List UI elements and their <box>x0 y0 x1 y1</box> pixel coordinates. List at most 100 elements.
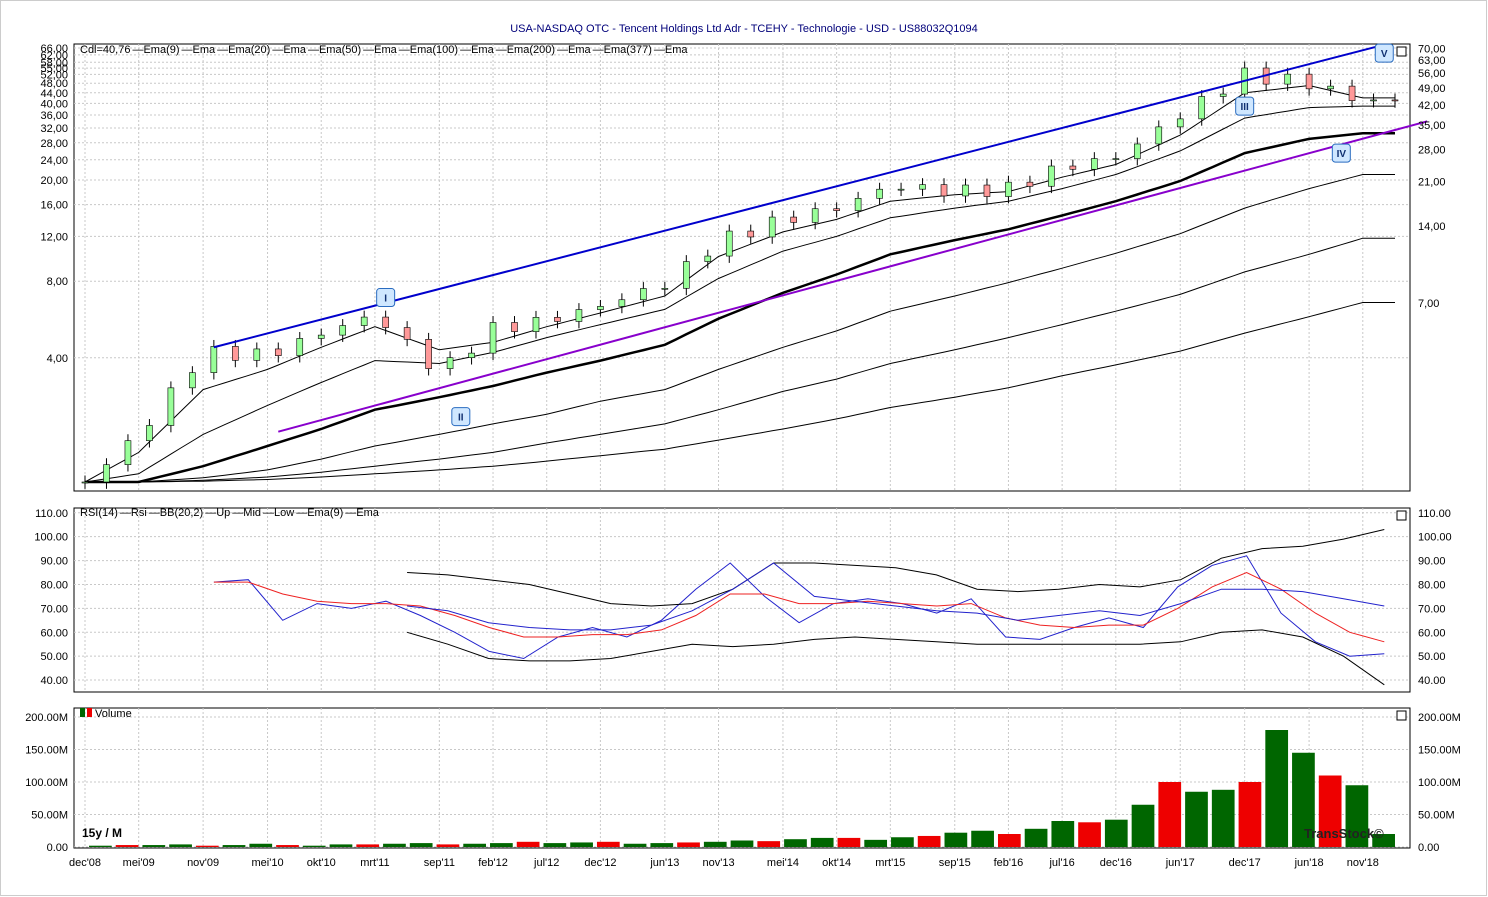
candle-down <box>382 316 389 328</box>
volume-legend: Volume <box>80 708 134 720</box>
candle-up <box>897 188 905 191</box>
volume-bar <box>917 835 941 847</box>
candle-up <box>210 346 218 373</box>
volume-bar <box>409 843 433 847</box>
candle-down <box>833 208 840 211</box>
price-left-tick-label: 44,00 <box>40 88 68 100</box>
candle-up <box>683 261 690 289</box>
rsi-left-tick-label: 50.00 <box>40 651 68 663</box>
volume-bar <box>997 834 1021 847</box>
price-legend-item: —Ema(50) <box>307 44 362 56</box>
x-tick-label: nov'13 <box>702 857 734 869</box>
volume-bar <box>971 830 994 847</box>
price-legend-item: —Ema(200) <box>495 44 555 56</box>
rsi-line-mid <box>407 562 1385 631</box>
volume-bar <box>757 841 781 847</box>
rsi-line-ema <box>213 571 1385 643</box>
candle-up <box>360 316 368 326</box>
volume-bar <box>142 845 166 847</box>
ema-line <box>85 302 1395 483</box>
candle-up <box>1155 126 1163 145</box>
x-tick-label: jul'12 <box>533 857 559 869</box>
price-left-tick-label: 24,00 <box>40 155 68 167</box>
volume-bar <box>1051 821 1075 847</box>
candle-up <box>446 357 454 369</box>
candle-up <box>876 188 883 199</box>
candle-up <box>618 299 626 307</box>
close-icon <box>1396 710 1407 721</box>
wave-label-box <box>376 288 396 308</box>
x-tick-label: jun'13 <box>649 857 679 869</box>
volume-right-tick-label: 50.00M <box>1418 810 1455 822</box>
candle-down <box>790 216 797 223</box>
candle-up <box>189 372 196 389</box>
volume-bar <box>1024 828 1048 847</box>
candle-up <box>81 481 89 484</box>
candle-up <box>725 230 733 257</box>
volume-bar <box>516 841 540 847</box>
price-legend-item: —Ema <box>363 44 397 56</box>
volume-bar <box>677 842 700 847</box>
rsi-legend-item: RSI(14) <box>80 507 118 519</box>
rsi-left-tick-label: 80.00 <box>40 579 68 591</box>
volume-left-tick-label: 150.00M <box>25 745 68 757</box>
period-label: 15y / M <box>82 826 123 840</box>
volume-bar <box>1131 804 1155 847</box>
price-legend: Cdl=40,76 —Ema(9) —Ema —Ema(20) —Ema —Ema(50)… <box>80 44 690 56</box>
x-tick-label: mei'09 <box>123 857 155 869</box>
volume-right-tick-label: 150.00M <box>1418 745 1461 757</box>
candle-up <box>768 216 776 238</box>
wave-label: V <box>1381 49 1388 60</box>
rsi-legend-item: —Up <box>205 507 231 519</box>
volume-bar <box>276 845 299 847</box>
volume-bar <box>1318 775 1342 847</box>
volume-bar <box>784 839 807 847</box>
x-tick-label: nov'09 <box>187 857 219 869</box>
price-right-tick-label: 14,00 <box>1418 221 1446 233</box>
x-tick-label: mei'14 <box>767 857 799 869</box>
candle-down <box>747 230 755 238</box>
trendline-upper <box>213 43 1385 349</box>
candle-up <box>1048 165 1055 187</box>
volume-bar <box>891 837 914 847</box>
rsi-right-tick-label: 110.00 <box>1418 508 1451 520</box>
volume-bar <box>1185 791 1208 847</box>
volume-bar <box>570 842 593 847</box>
price-legend-item: —Ema <box>557 44 591 56</box>
rsi-right-tick-label: 60.00 <box>1418 627 1446 639</box>
candle-down <box>1305 73 1313 90</box>
candle-down <box>983 184 991 197</box>
price-right-tick-label: 42,00 <box>1418 100 1446 112</box>
candle-up <box>640 288 647 301</box>
volume-bar <box>436 844 460 847</box>
candle-down <box>274 348 282 356</box>
volume-bar <box>115 845 139 847</box>
volume-bar <box>383 843 406 847</box>
volume-bar <box>356 844 380 847</box>
chart-title: USA-NASDAQ OTC - Tencent Holdings Ltd Ad… <box>510 23 978 35</box>
price-left-tick-label: 52,00 <box>40 69 68 81</box>
ema-line <box>85 132 1395 484</box>
x-tick-label: sep'11 <box>424 857 455 869</box>
candle-down <box>1069 165 1077 170</box>
price-left-tick-label: 28,00 <box>40 138 68 150</box>
volume-legend-label: Volume <box>95 708 132 720</box>
price-left-tick-label: 12,00 <box>40 231 68 243</box>
volume-bar <box>1078 822 1101 847</box>
volume-bar <box>837 837 861 847</box>
volume-swatch-icon <box>80 708 85 717</box>
volume-bar <box>222 845 246 847</box>
candle-down <box>554 317 561 322</box>
x-tick-label: dec'17 <box>1229 857 1261 869</box>
volume-bar <box>810 837 834 847</box>
volume-bar <box>543 843 567 847</box>
rsi-left-tick-label: 40.00 <box>40 675 68 687</box>
candle-up <box>103 464 110 483</box>
price-left-tick-label: 16,00 <box>40 200 68 212</box>
x-tick-label: okt'14 <box>822 857 851 869</box>
price-legend-item: —Ema <box>653 44 688 56</box>
volume-bar <box>169 844 192 847</box>
volume-bar <box>1345 785 1369 847</box>
volume-bar <box>596 841 620 847</box>
